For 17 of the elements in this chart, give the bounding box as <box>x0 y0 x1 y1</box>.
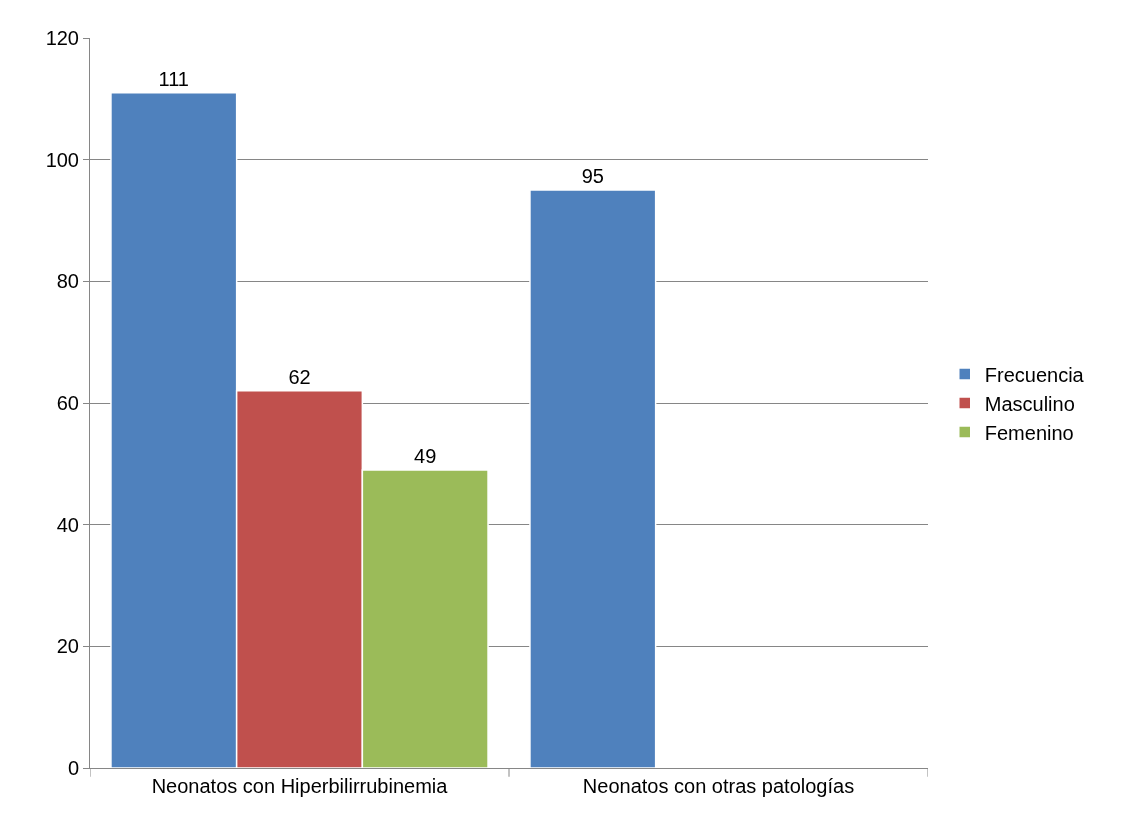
legend-label: Frecuencia <box>984 363 1085 386</box>
y-tick-label: 120 <box>45 27 79 49</box>
x-tick-label: Neonatos con otras patologías <box>582 775 855 797</box>
y-tick-label: 20 <box>56 635 79 658</box>
data-label: 111 <box>158 67 189 90</box>
y-tick-label: 60 <box>56 392 79 414</box>
data-label: 62 <box>288 365 311 388</box>
legend-label: Masculino <box>984 392 1075 415</box>
bar <box>529 189 657 768</box>
data-label: 49 <box>414 444 437 467</box>
data-label: 95 <box>581 165 604 188</box>
legend-label: Femenino <box>984 421 1074 444</box>
y-tick-label: 0 <box>67 757 79 779</box>
x-tick-label: Neonatos con Hiperbilirrubinemia <box>151 775 449 797</box>
y-tick-label: 100 <box>45 148 79 171</box>
y-tick-label: 40 <box>56 513 79 536</box>
y-tick-label: 80 <box>56 270 79 293</box>
